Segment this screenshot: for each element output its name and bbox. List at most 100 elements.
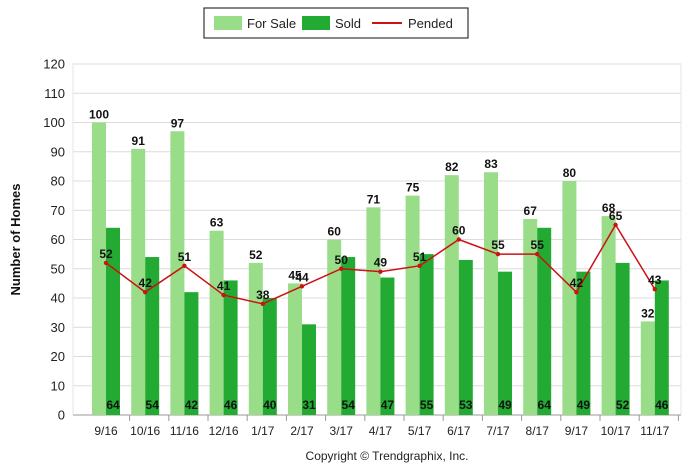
label-for-sale: 60 [328, 225, 342, 239]
label-for-sale: 91 [132, 134, 146, 148]
pended-point [495, 251, 501, 257]
bar-for-sale [288, 283, 302, 415]
legend-box [203, 7, 469, 39]
data-labels: 100 64 91 54 97 42 63 46 52 40 45 31 60 54 71 47 75 55 82 5… [89, 108, 669, 413]
y-tick-label: 10 [51, 378, 65, 393]
y-tick-label: 100 [43, 115, 65, 130]
legend-swatch [214, 16, 242, 30]
bar-for-sale [92, 122, 106, 415]
x-tick-label: 10/16 [130, 424, 160, 438]
x-tick-label: 1/17 [251, 424, 275, 438]
label-sold: 64 [538, 398, 552, 412]
label-for-sale: 45 [288, 268, 302, 282]
bar-sold [184, 292, 199, 415]
pended-point [535, 251, 540, 257]
label-sold: 52 [616, 398, 630, 412]
label-sold: 42 [185, 398, 199, 412]
x-tick-label: 11/16 [170, 424, 199, 438]
label-for-sale: 80 [563, 166, 577, 180]
x-tick-label: 10/17 [601, 424, 631, 438]
pended-point [574, 289, 579, 295]
bar-for-sale [405, 195, 420, 415]
label-pended: 55 [491, 238, 505, 252]
bar-sold [537, 227, 552, 415]
label-for-sale: 32 [641, 306, 655, 320]
y-axis-ticks: 0 10 20 30 40 50 60 70 80 90 100 110 120 [43, 57, 65, 423]
legend: For Sale Sold Pended [203, 7, 469, 39]
x-tick-label: 9/16 [94, 424, 118, 438]
bar-sold [302, 324, 316, 415]
bar-sold [615, 262, 630, 415]
bar-for-sale [484, 172, 498, 415]
pended-line [103, 222, 657, 307]
label-sold: 46 [224, 398, 238, 412]
y-tick-label: 40 [51, 291, 65, 306]
y-tick-label: 110 [44, 86, 65, 101]
label-for-sale: 63 [210, 216, 224, 230]
legend-label: For Sale [247, 16, 296, 31]
copyright-text: Copyright © Trendgraphix, Inc. [306, 449, 469, 463]
label-pended: 49 [374, 256, 388, 270]
legend-label: Sold [335, 16, 361, 31]
label-sold: 54 [146, 398, 160, 412]
label-pended: 65 [609, 209, 623, 223]
bar-for-sale [444, 175, 459, 415]
label-sold: 53 [459, 398, 473, 412]
y-tick-label: 70 [51, 203, 65, 218]
bars [92, 122, 669, 415]
y-tick-label: 90 [51, 144, 65, 159]
pended-point [417, 263, 422, 269]
x-tick-label: 4/17 [369, 424, 393, 438]
x-tick-label: 11/17 [640, 424, 669, 438]
bar-sold [458, 259, 473, 415]
pended-point [613, 222, 618, 228]
pended-point [378, 269, 383, 274]
y-axis-label: Number of Homes [8, 184, 23, 296]
x-axis-ticks: 9/16 10/16 11/16 12/16 1/17 2/17 3/17 4/17 5/17 6… [94, 415, 679, 438]
label-pended: 51 [178, 250, 192, 264]
label-for-sale: 75 [406, 181, 420, 195]
label-sold: 55 [420, 398, 434, 412]
bar-sold [576, 271, 591, 415]
y-tick-label: 20 [51, 349, 65, 364]
y-tick-label: 80 [51, 174, 65, 189]
pended-point [143, 289, 148, 295]
legend-swatch [302, 16, 330, 30]
x-tick-label: 7/17 [486, 424, 510, 438]
bar-sold [341, 257, 356, 415]
x-tick-label: 3/17 [330, 424, 354, 438]
label-pended: 55 [531, 238, 545, 252]
pended-point [339, 266, 344, 271]
pended-point [299, 284, 305, 289]
label-pended: 42 [570, 276, 584, 290]
label-sold: 47 [381, 398, 395, 412]
bar-for-sale [327, 239, 342, 415]
y-tick-label: 60 [51, 232, 65, 247]
label-sold: 31 [302, 398, 316, 412]
x-tick-label: 5/17 [408, 424, 432, 438]
pended-point [456, 237, 461, 242]
bar-for-sale [131, 148, 146, 415]
label-sold: 64 [106, 398, 120, 412]
y-tick-label: 120 [43, 57, 65, 72]
label-pended: 42 [139, 276, 153, 290]
label-sold: 49 [577, 398, 591, 412]
bar-sold [262, 298, 277, 415]
label-for-sale: 83 [484, 157, 498, 171]
bar-for-sale [170, 131, 185, 415]
pended-point [221, 292, 226, 298]
pended-point [260, 301, 265, 307]
x-tick-label: 6/17 [447, 424, 471, 438]
pended-point [182, 263, 187, 269]
label-pended: 52 [99, 247, 113, 261]
x-tick-label: 12/16 [209, 424, 239, 438]
x-tick-label: 2/17 [290, 424, 314, 438]
bar-for-sale [601, 216, 616, 415]
label-pended: 38 [256, 288, 270, 302]
bar-sold [145, 257, 160, 415]
bar-sold [498, 271, 512, 415]
label-for-sale: 100 [89, 108, 109, 122]
label-pended: 51 [413, 250, 427, 264]
label-for-sale: 97 [171, 116, 185, 130]
